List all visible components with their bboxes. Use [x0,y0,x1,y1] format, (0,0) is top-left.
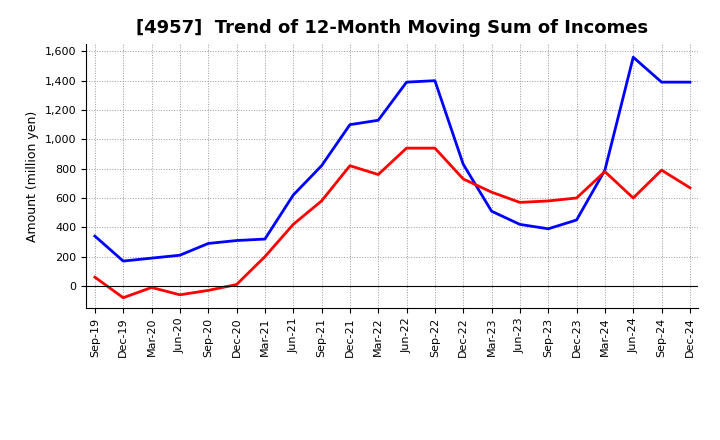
Y-axis label: Amount (million yen): Amount (million yen) [27,110,40,242]
Title: [4957]  Trend of 12-Month Moving Sum of Incomes: [4957] Trend of 12-Month Moving Sum of I… [136,19,649,37]
Net Income [289,222,297,227]
Net Income [261,254,269,259]
Line: Ordinary Income: Ordinary Income [95,57,690,261]
Line: Net Income: Net Income [95,148,690,298]
Net Income [629,195,637,201]
Net Income [204,288,212,293]
Ordinary Income [516,222,524,227]
Net Income [318,198,326,204]
Ordinary Income [487,209,496,214]
Ordinary Income [572,217,581,223]
Ordinary Income [374,117,382,123]
Net Income [346,163,354,169]
Net Income [431,146,439,151]
Net Income [91,275,99,280]
Net Income [176,292,184,297]
Net Income [600,169,609,174]
Ordinary Income [318,163,326,169]
Ordinary Income [657,80,666,85]
Net Income [572,195,581,201]
Ordinary Income [233,238,241,243]
Ordinary Income [431,78,439,83]
Ordinary Income [544,226,552,231]
Ordinary Income [402,80,411,85]
Ordinary Income [629,55,637,60]
Ordinary Income [91,234,99,239]
Ordinary Income [685,80,694,85]
Net Income [487,190,496,195]
Ordinary Income [119,258,127,264]
Net Income [374,172,382,177]
Net Income [148,285,156,290]
Net Income [233,282,241,287]
Ordinary Income [600,168,609,173]
Net Income [516,200,524,205]
Ordinary Income [176,253,184,258]
Ordinary Income [459,161,467,167]
Ordinary Income [148,256,156,261]
Ordinary Income [346,122,354,127]
Net Income [657,168,666,173]
Net Income [119,295,127,301]
Net Income [685,185,694,191]
Net Income [402,146,411,151]
Ordinary Income [261,236,269,242]
Ordinary Income [204,241,212,246]
Net Income [459,176,467,182]
Ordinary Income [289,192,297,198]
Net Income [544,198,552,204]
